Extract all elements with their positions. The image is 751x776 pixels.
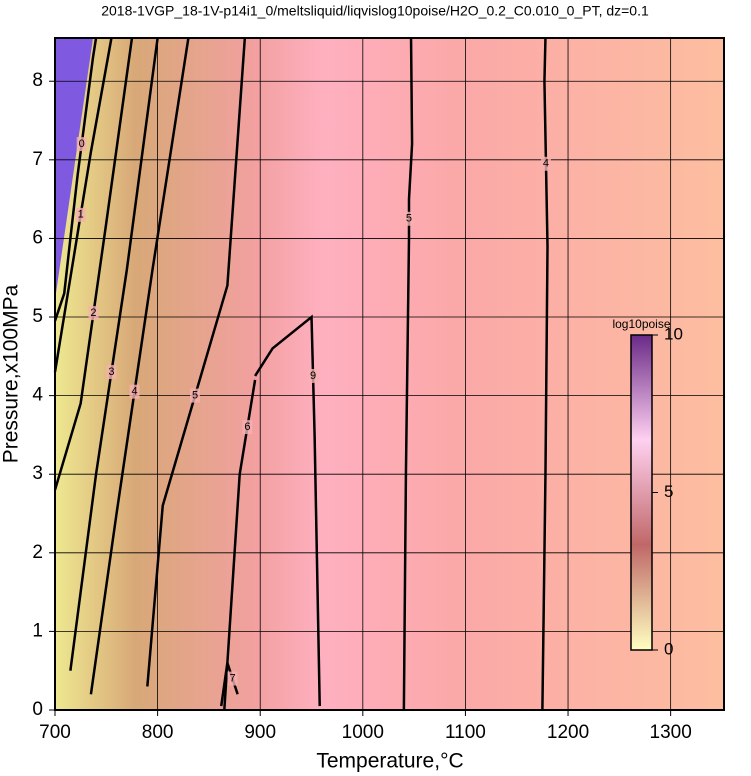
y-tick-label: 7 — [32, 149, 43, 170]
contour-label-bg — [106, 365, 117, 380]
contour-label-bg — [75, 207, 86, 222]
contour-line — [541, 37, 549, 711]
y-tick-label: 5 — [32, 306, 43, 327]
contour-label: 6 — [244, 421, 250, 433]
y-tick-label: 0 — [32, 699, 43, 720]
contour-label: 5 — [406, 213, 412, 225]
plot: 700 800 900 1000 1100 1200 1300 0 1 2 3 4 5 6 7 8 0 1 2 3 4 5… — [32, 37, 724, 743]
contour-label-bg — [242, 420, 253, 435]
contour-label-bg — [88, 306, 99, 321]
y-tick-label: 1 — [32, 620, 43, 641]
contour-line — [53, 37, 98, 322]
contour-label-bg — [403, 211, 414, 226]
x-tick-label: 1100 — [445, 722, 486, 743]
contour-label-bg — [540, 156, 551, 171]
contour-label-bg — [129, 384, 140, 399]
colorbar-tick-label: 5 — [664, 482, 673, 501]
contour-label: 5 — [192, 390, 198, 402]
contour-label-bg — [190, 388, 201, 403]
contour-label-bg — [227, 671, 238, 686]
y-tick-label: 8 — [32, 70, 43, 91]
contour-label-bg — [76, 137, 87, 152]
contour-label: 4 — [543, 158, 549, 170]
contour-line — [254, 314, 321, 707]
x-tick-label: 1200 — [547, 722, 589, 743]
contour-label: 9 — [310, 370, 316, 382]
field — [55, 38, 724, 710]
x-axis-label: Temperature,°C — [316, 750, 463, 773]
x-tick-label: 1300 — [650, 722, 692, 743]
chart-title: 2018-1VGP_18-1V-p14i1_0/meltsliquid/liqv… — [101, 3, 649, 19]
contour-label: 2 — [90, 307, 96, 319]
x-tick-label: 1000 — [342, 722, 384, 743]
x-tick-label: 800 — [142, 722, 174, 743]
x-tick-label: 700 — [39, 722, 71, 743]
colorbar — [630, 334, 653, 651]
y-tick-label: 2 — [32, 542, 43, 563]
low-region — [55, 38, 93, 300]
colorbar-tick-label: 0 — [664, 639, 673, 658]
y-tick-label: 4 — [32, 385, 43, 406]
y-tick-label: 3 — [32, 463, 43, 484]
contour-label-bg — [308, 368, 319, 383]
y-axis-label: Pressure,x100MPa — [0, 284, 23, 463]
contour-label: 3 — [108, 366, 114, 378]
y-tick-label: 6 — [32, 227, 43, 248]
contour-line — [223, 379, 257, 711]
frame — [54, 37, 725, 711]
contour-label: 7 — [229, 672, 235, 684]
x-tick-label: 900 — [244, 722, 276, 743]
colorbar-tick-label: 10 — [664, 324, 683, 343]
colorbar-label: log10poise — [612, 317, 670, 331]
contour-label: 0 — [79, 138, 85, 150]
contour-label: 1 — [78, 209, 84, 221]
contour-label: 4 — [131, 386, 137, 398]
